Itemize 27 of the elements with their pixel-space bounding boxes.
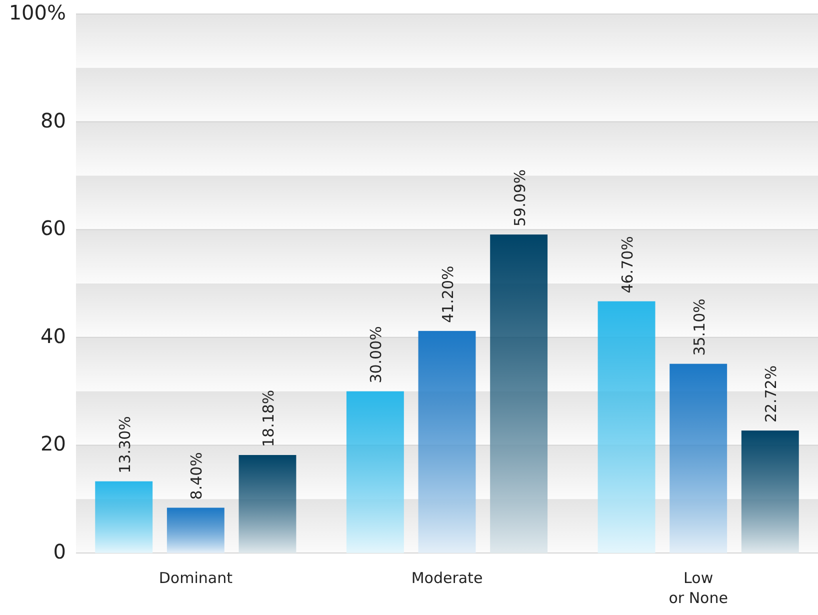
data-label: 35.10% xyxy=(690,298,708,356)
data-label: 18.18% xyxy=(259,390,278,448)
y-tick-label: 20 xyxy=(40,432,66,456)
data-label: 22.72% xyxy=(762,365,780,423)
bar xyxy=(418,330,476,553)
data-label: 41.20% xyxy=(439,266,457,323)
bar xyxy=(741,430,799,553)
data-label: 46.70% xyxy=(618,236,637,294)
y-tick-label: 40 xyxy=(40,324,66,348)
bar xyxy=(238,455,296,553)
data-label: 8.40% xyxy=(188,452,206,500)
y-tick-label: 80 xyxy=(40,108,66,132)
bar xyxy=(346,391,404,553)
bar xyxy=(95,481,153,553)
data-label: 30.00% xyxy=(367,326,386,384)
x-tick-label: Moderate xyxy=(411,569,483,587)
bar xyxy=(598,301,656,553)
y-tick-label: 100% xyxy=(8,0,66,24)
data-label: 13.30% xyxy=(116,416,134,474)
y-tick-label: 60 xyxy=(40,216,66,240)
data-label: 59.09% xyxy=(510,169,529,227)
bar xyxy=(670,364,728,553)
y-tick-label: 0 xyxy=(53,539,66,564)
x-tick-label: Dominant xyxy=(158,569,233,587)
bar xyxy=(166,508,224,553)
x-tick-label: Low or None xyxy=(668,569,728,607)
bar xyxy=(490,234,548,553)
